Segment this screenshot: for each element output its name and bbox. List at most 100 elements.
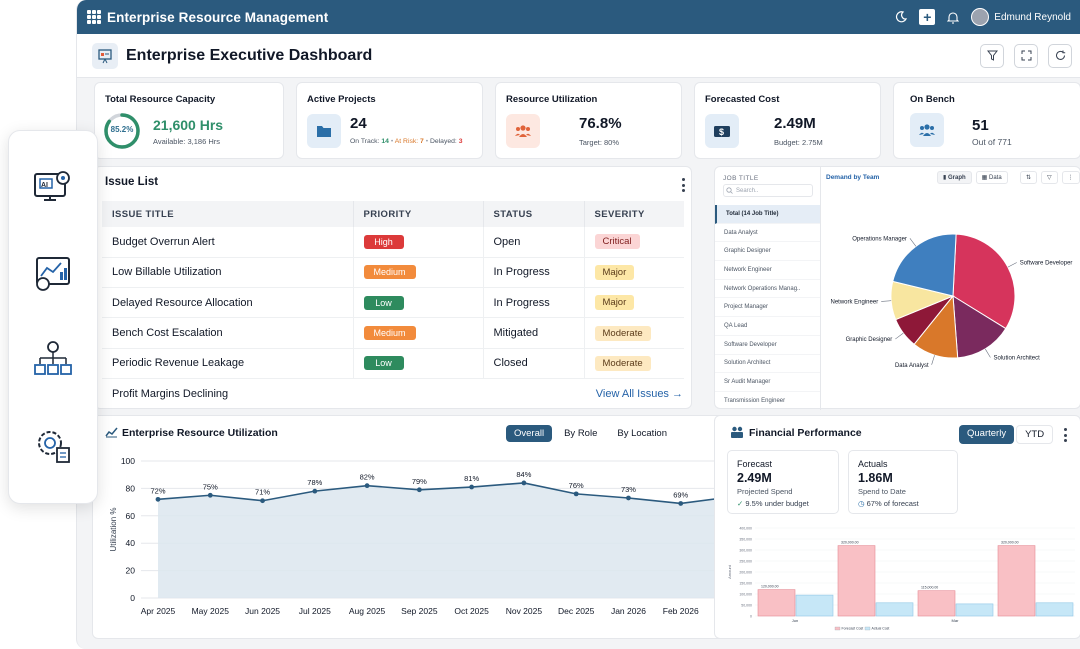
job-title-label: JOB TITLE [723,175,759,182]
area-fill [158,482,733,598]
slice-leader [895,332,904,340]
user-name: Edmund Reynold [994,11,1071,23]
job-item[interactable]: Data Analyst [715,224,820,243]
kpi-sub: Out of 771 [972,137,1012,147]
y-axis-label: Amount [727,564,732,579]
job-item[interactable]: Project Manager [715,298,820,318]
slice-leader [984,348,991,358]
utilization-title: Enterprise Resource Utilization [122,427,278,439]
data-toggle[interactable]: ▦ Data [975,171,1008,184]
tab-quarterly[interactable]: Quarterly [959,425,1015,444]
y-axis-label: Utilization % [109,507,118,551]
org-network-icon[interactable] [29,336,77,384]
settings-document-icon[interactable] [29,422,77,470]
capacity-ring [104,113,140,149]
expand-icon [1021,50,1031,61]
job-item[interactable]: Sr Audit Manager [715,373,820,392]
job-item[interactable]: QA Lead [715,317,820,336]
bar-chart-icon: ▮ [943,175,947,181]
table-row[interactable]: Budget Overrun Alert High Open Critical [102,227,684,258]
job-item[interactable]: Graphic Designer [715,242,820,262]
financial-title: Financial Performance [749,427,862,439]
x-tick-label: Jul 2025 [299,606,331,616]
priority-badge: Medium [363,265,416,280]
at-risk-count: 7 [420,138,424,145]
job-item[interactable]: Total (14 Job Title) [715,205,820,224]
demand-by-team-card: JOB TITLE Search.. Total (14 Job Title) … [714,166,1080,411]
y-tick-label: 0 [750,615,752,619]
data-point [573,491,579,497]
table-row[interactable]: Bench Cost Escalation Medium Mitigated M… [102,317,684,349]
bar [757,589,796,617]
refresh-button[interactable] [1048,43,1072,68]
filter-button[interactable] [980,43,1004,68]
y-tick-label: 40 [126,538,136,548]
sort-button[interactable]: ⇅ [1020,171,1038,184]
pie-slice [952,295,1007,359]
tab-ytd[interactable]: YTD [1016,425,1054,444]
table-row[interactable]: Periodic Revenue Leakage Low Closed Mode… [102,348,684,379]
chart-menu-button[interactable]: ⋮ [1061,171,1080,184]
tab-by-location[interactable]: By Location [617,428,668,439]
refresh-icon [1055,50,1065,60]
graph-toggle[interactable]: ▮ Graph [937,171,972,184]
x-tick-label: Apr 2025 [141,606,176,616]
issue-menu-icon[interactable] [681,178,685,192]
job-title-list: Total (14 Job Title) Data Analyst Graphi… [715,205,820,411]
legend-label: Actual Cost [872,627,890,631]
slice-leader [909,238,917,247]
y-tick-label: 20 [126,566,136,576]
folder-icon [307,114,341,148]
job-item[interactable]: Network Operations Manag.. [715,280,820,299]
table-row[interactable]: Low Billable Utilization Medium In Progr… [102,257,684,289]
user-menu[interactable]: Edmund Reynold [971,8,1071,26]
chart-line-icon [105,427,118,438]
bell-icon[interactable] [947,11,960,24]
table-row[interactable]: Profit Margins Declining [112,387,229,400]
view-all-issues-link[interactable]: View All Issues → [595,388,683,400]
tab-overall[interactable]: Overall [506,425,553,442]
x-tick-label: Oct 2025 [454,606,489,616]
kpi-value: 76.8% [579,115,622,132]
data-label: 71% [255,488,270,497]
actuals-value: 1.86M [858,471,893,485]
data-point [260,498,265,504]
job-item[interactable]: Software Developer [715,336,820,355]
kpi-utilization-card: Resource Utilization 76.8% Target: 80% [495,82,682,159]
y-tick-label: 350,000 [739,538,752,542]
actuals-note: ◷ 67% of forecast [858,499,919,508]
y-tick-label: 80 [126,483,136,493]
dark-mode-icon[interactable] [895,11,908,23]
priority-badge: High [363,234,404,249]
y-tick-label: 50,000 [741,604,752,608]
fullscreen-button[interactable] [1014,43,1038,68]
job-item[interactable]: Network Engineer [715,261,820,280]
demand-chart-title: Demand by Team [826,174,880,181]
x-tick-label: Mar [952,618,960,623]
legend-swatch [864,626,871,631]
x-tick-label: Jun [792,618,798,623]
kpi-sub: Target: 80% [579,138,620,147]
x-tick-label: Jun 2025 [245,606,280,616]
kpi-label: Total Resource Capacity [105,94,216,105]
job-search-input[interactable]: Search.. [723,184,813,197]
financial-menu-icon[interactable] [1063,428,1067,442]
data-point [155,496,161,502]
table-row[interactable]: Delayed Resource Allocation Low In Progr… [102,287,684,319]
data-label: 69% [673,490,688,499]
job-item[interactable]: Transmission Engineer [715,392,820,411]
tab-by-role[interactable]: By Role [564,428,598,439]
table-header: ISSUE TITLE PRIORITY STATUS SEVERITY [102,201,684,227]
job-item[interactable]: Solution Architect [715,355,820,374]
ai-monitor-icon[interactable]: AI [29,164,77,212]
x-tick-label: Feb 2026 [663,606,699,616]
app-grid-icon[interactable] [87,10,101,24]
y-tick-label: 250,000 [739,560,752,564]
add-icon[interactable]: + [919,9,936,25]
group-icon [910,113,944,147]
utilization-line-chart: 0 20 40 60 80 100 Utilization % 72% Apr 2025 75% M… [109,456,753,616]
chart-filter-button[interactable]: ▽ [1041,171,1058,184]
data-point [312,488,318,494]
slice-label: Solution Architect [993,355,1040,361]
analytics-board-icon[interactable] [29,250,77,298]
